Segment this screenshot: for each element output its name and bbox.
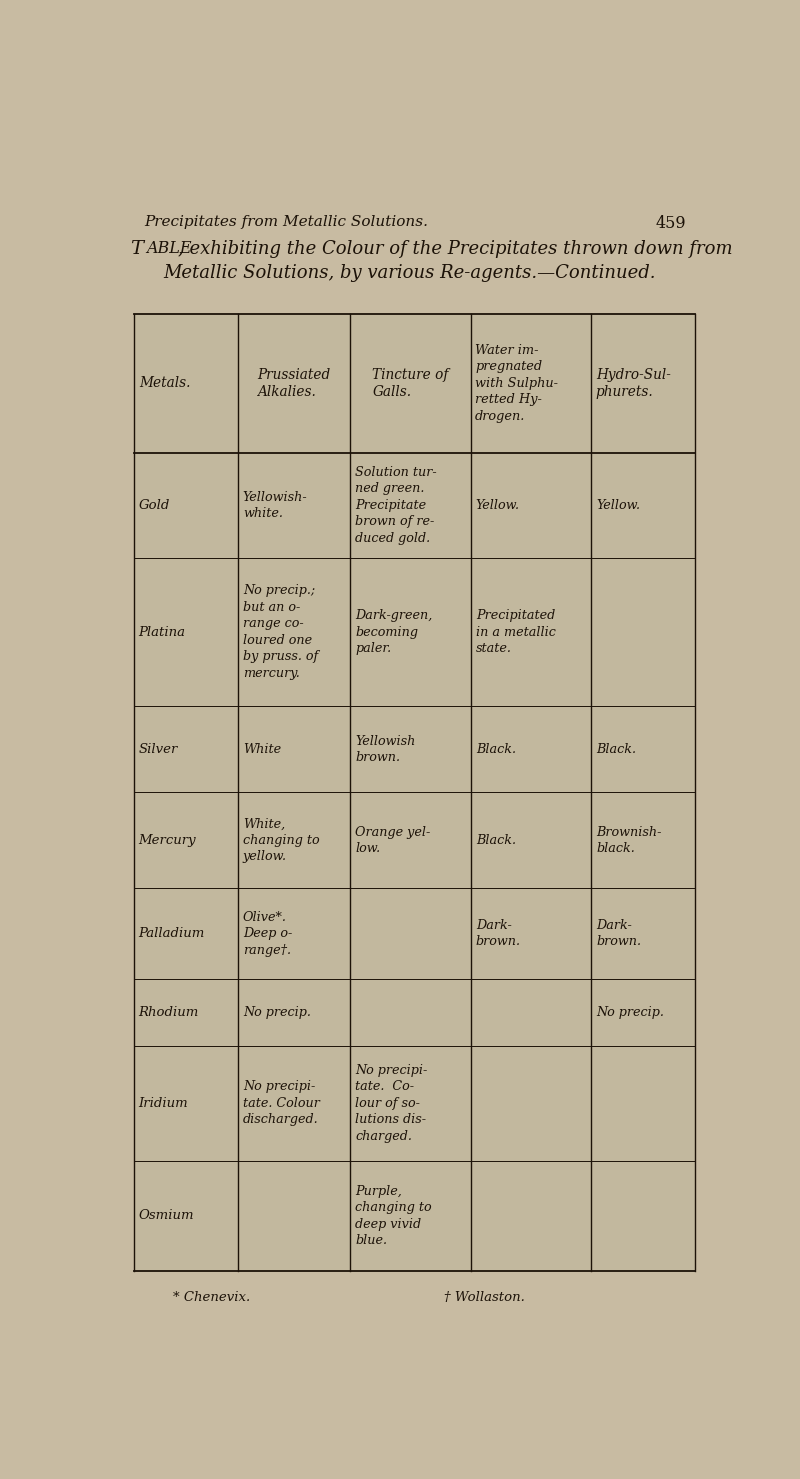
Text: Solution tur-
ned green.
Precipitate
brown of re-
duced gold.: Solution tur- ned green. Precipitate bro…: [355, 466, 437, 544]
Text: † Wollaston.: † Wollaston.: [444, 1291, 525, 1304]
Text: Mercury: Mercury: [138, 834, 196, 847]
Text: Iridium: Iridium: [138, 1097, 188, 1109]
Text: Prussiated
Alkalies.: Prussiated Alkalies.: [258, 368, 330, 399]
Text: Hydro-Sul-
phurets.: Hydro-Sul- phurets.: [596, 368, 670, 399]
Text: Tincture of
Galls.: Tincture of Galls.: [372, 368, 449, 399]
Text: Yellowish
brown.: Yellowish brown.: [355, 735, 415, 765]
Text: Black.: Black.: [476, 834, 516, 847]
Text: Water im-
pregnated
with Sulphu-
retted Hy-
drogen.: Water im- pregnated with Sulphu- retted …: [475, 345, 558, 423]
Text: No precipi-
tate.  Co-
lour of so-
lutions dis-
charged.: No precipi- tate. Co- lour of so- lution…: [355, 1063, 427, 1143]
Text: Precipitates from Metallic Solutions.: Precipitates from Metallic Solutions.: [144, 214, 428, 229]
Text: Brownish-
black.: Brownish- black.: [596, 825, 662, 855]
Text: White,
changing to
yellow.: White, changing to yellow.: [243, 818, 319, 864]
Text: Palladium: Palladium: [138, 927, 205, 941]
Text: No precip.: No precip.: [243, 1006, 310, 1019]
Text: Yellowish-
white.: Yellowish- white.: [243, 491, 307, 521]
Text: Dark-green,
becoming
paler.: Dark-green, becoming paler.: [355, 609, 432, 655]
Text: * Chenevix.: * Chenevix.: [173, 1291, 250, 1304]
Bar: [134, 314, 695, 1270]
Text: Metallic Solutions, by various Re-agents.—Continued.: Metallic Solutions, by various Re-agents…: [164, 265, 656, 282]
Text: T: T: [130, 240, 142, 259]
Text: ABLE: ABLE: [146, 240, 191, 257]
Text: 459: 459: [655, 214, 686, 232]
Text: Black.: Black.: [596, 742, 636, 756]
Text: Rhodium: Rhodium: [138, 1006, 199, 1019]
Text: Black.: Black.: [476, 742, 516, 756]
Text: Orange yel-
low.: Orange yel- low.: [355, 825, 430, 855]
Text: Olive*.
Deep o-
range†.: Olive*. Deep o- range†.: [243, 911, 292, 957]
Text: Platina: Platina: [138, 626, 186, 639]
Text: Gold: Gold: [138, 498, 170, 512]
Text: No precip.: No precip.: [596, 1006, 664, 1019]
Text: Yellow.: Yellow.: [596, 498, 640, 512]
Text: White: White: [243, 742, 281, 756]
Text: Dark-
brown.: Dark- brown.: [596, 918, 642, 948]
Text: Osmium: Osmium: [138, 1210, 194, 1222]
Text: No precip.;
but an o-
range co-
loured one
by pruss. of
mercury.: No precip.; but an o- range co- loured o…: [243, 584, 318, 680]
Text: , exhibiting the Colour of the Precipitates thrown down from: , exhibiting the Colour of the Precipita…: [178, 240, 732, 259]
Text: Metals.: Metals.: [139, 377, 190, 390]
Text: No precipi-
tate. Colour
discharged.: No precipi- tate. Colour discharged.: [243, 1080, 320, 1127]
Text: Purple,
changing to
deep vivid
blue.: Purple, changing to deep vivid blue.: [355, 1185, 432, 1247]
Text: Yellow.: Yellow.: [476, 498, 520, 512]
Text: Silver: Silver: [138, 742, 178, 756]
Text: Dark-
brown.: Dark- brown.: [476, 918, 521, 948]
Text: Precipitated
in a metallic
state.: Precipitated in a metallic state.: [476, 609, 555, 655]
